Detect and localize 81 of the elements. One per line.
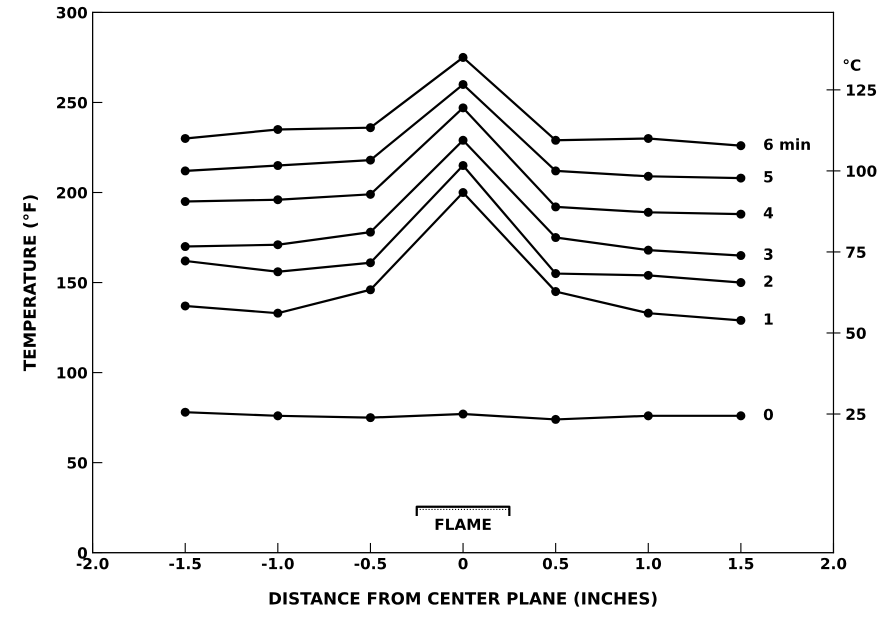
point (736, 278, 746, 288)
point (458, 103, 468, 112)
y-tick-label: 200 (57, 186, 88, 199)
x-tick-label: 0.5 (542, 558, 568, 570)
x-axis-title: DISTANCE FROM CENTER PLANE (INCHES) (270, 592, 657, 607)
point (273, 411, 282, 420)
y-tick-label: 150 (58, 277, 88, 289)
y2-tick-label: 50 (846, 327, 866, 339)
point (644, 308, 653, 318)
point (366, 413, 375, 422)
x-tick-label: 2.0 (821, 558, 846, 570)
point (180, 197, 190, 206)
point (273, 195, 282, 204)
y-tick-label: 100 (58, 367, 88, 379)
series-label: 4 (764, 207, 774, 218)
y-tick-label: 300 (56, 6, 88, 18)
x-tick-label: -1.5 (169, 558, 201, 570)
point (644, 172, 653, 181)
x-tick-label: 1.5 (729, 558, 754, 570)
point (736, 411, 746, 420)
y2-tick-label: 125 (847, 84, 876, 96)
x-tick-label: -1.0 (262, 558, 294, 570)
point (366, 123, 375, 132)
point (366, 156, 375, 165)
point (366, 190, 375, 199)
point (273, 267, 282, 276)
point (551, 233, 560, 242)
point (644, 134, 653, 143)
y-axis-title: TEMPERATURE (°F) (23, 195, 38, 372)
point (180, 166, 190, 176)
y2-tick-label: 75 (846, 246, 866, 258)
point (736, 210, 746, 219)
point (644, 270, 653, 280)
point (644, 208, 653, 217)
series-label: 3 (764, 248, 773, 260)
point (366, 285, 375, 294)
point (458, 410, 468, 419)
point (551, 414, 560, 424)
point (551, 136, 560, 145)
y-tick-label: 50 (68, 457, 88, 469)
point (273, 160, 282, 170)
point (273, 240, 282, 250)
point (736, 141, 746, 150)
point (180, 301, 190, 310)
point (551, 269, 560, 278)
point (736, 316, 746, 325)
point (366, 258, 375, 268)
annotation: FLAME (436, 518, 491, 530)
point (273, 308, 282, 318)
point (551, 287, 560, 296)
y2-axis-title: °C (844, 59, 860, 71)
point (458, 136, 468, 145)
y-tick-label: 250 (57, 96, 88, 108)
x-tick-label: 1.0 (636, 558, 662, 570)
point (644, 246, 653, 255)
series-label: 0 (764, 408, 774, 420)
point (551, 166, 560, 176)
series-label: 1 (764, 313, 773, 325)
point (366, 228, 375, 237)
x-tick-label: -0.5 (354, 558, 386, 570)
point (180, 408, 190, 417)
point (551, 202, 560, 212)
y2-tick-label: 25 (846, 408, 866, 420)
point (458, 188, 468, 198)
point (458, 80, 468, 89)
series-label: 6 min (764, 138, 810, 150)
point (180, 134, 190, 143)
point (736, 174, 746, 183)
point (736, 251, 746, 260)
x-tick-label: 0 (458, 558, 468, 570)
point (180, 256, 190, 266)
y2-tick-label: 100 (847, 165, 876, 177)
series-label: 2 (764, 275, 772, 287)
series-label: 5 (764, 171, 773, 183)
y-tick-label: 0 (78, 547, 88, 559)
point (273, 124, 282, 134)
point (458, 52, 468, 62)
point (458, 160, 468, 170)
x-tick-label: -2.0 (76, 558, 109, 570)
point (180, 242, 190, 252)
point (644, 411, 653, 420)
